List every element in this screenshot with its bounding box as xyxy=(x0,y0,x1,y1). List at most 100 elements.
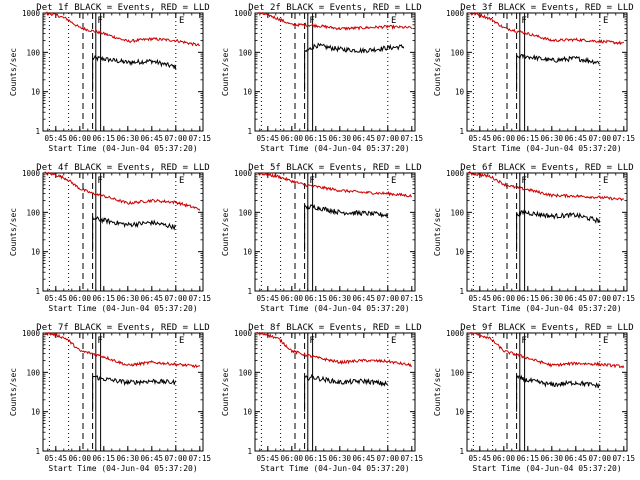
y-axis-label: Counts/sec xyxy=(433,368,442,416)
x-tick-label: 06:45 xyxy=(565,134,588,143)
x-tick-label: 06:45 xyxy=(353,294,376,303)
interval-marker-label: E xyxy=(179,336,184,346)
x-tick-label: 06:00 xyxy=(69,454,92,463)
events-series-line xyxy=(516,53,600,92)
lld-series-line xyxy=(44,332,201,369)
y-tick-label: 1000 xyxy=(22,169,41,178)
y-axis-label: Counts/sec xyxy=(221,48,230,96)
lld-series-line xyxy=(256,331,413,368)
y-tick-label: 1 xyxy=(459,287,464,296)
x-tick-label: 05:45 xyxy=(469,294,492,303)
y-tick-label: 1000 xyxy=(234,9,253,18)
interval-marker-label: E xyxy=(603,16,608,26)
x-tick-label: 06:15 xyxy=(517,454,540,463)
y-tick-label: 1000 xyxy=(22,9,41,18)
interval-marker-label: F xyxy=(521,176,526,186)
plot-frame xyxy=(42,332,204,452)
y-axis-label: Counts/sec xyxy=(221,208,230,256)
panel-title: Det 7f BLACK = Events, RED = LLD xyxy=(36,323,209,333)
x-tick-label: 05:45 xyxy=(257,134,280,143)
x-axis-label: Start Time (04-Jun-04 05:37:20) xyxy=(260,144,409,153)
x-tick-label: 07:15 xyxy=(613,454,636,463)
interval-marker-label: E xyxy=(391,176,396,186)
detector-panel-2: Det 2f BLACK = Events, RED = LLD 1 10 100 10… xyxy=(221,3,423,153)
y-tick-label: 1000 xyxy=(446,9,465,18)
y-tick-label: 10 xyxy=(31,88,41,97)
x-tick-label: 06:00 xyxy=(493,454,516,463)
interval-marker-label: F xyxy=(309,176,314,186)
x-tick-label: 06:30 xyxy=(117,294,140,303)
y-tick-label: 10 xyxy=(455,88,465,97)
x-tick-label: 07:00 xyxy=(377,454,400,463)
x-tick-label: 06:30 xyxy=(329,294,352,303)
y-tick-label: 1000 xyxy=(234,169,253,178)
x-tick-label: 06:00 xyxy=(281,294,304,303)
detector-panel-7: Det 7f BLACK = Events, RED = LLD 1 10 100 10… xyxy=(9,323,211,473)
plot-frame xyxy=(466,12,628,132)
x-axis-label: Start Time (04-Jun-04 05:37:20) xyxy=(48,464,197,473)
y-tick-label: 10 xyxy=(455,408,465,417)
x-tick-label: 06:45 xyxy=(353,134,376,143)
y-tick-label: 1 xyxy=(35,287,40,296)
x-tick-label: 07:15 xyxy=(189,294,212,303)
x-tick-label: 06:15 xyxy=(517,294,540,303)
x-tick-label: 06:15 xyxy=(305,134,328,143)
x-tick-label: 06:45 xyxy=(141,134,164,143)
detector-panel-6: Det 6f BLACK = Events, RED = LLD 1 10 100 10… xyxy=(433,163,635,313)
y-axis-label: Counts/sec xyxy=(9,208,18,256)
y-tick-label: 10 xyxy=(455,248,465,257)
lld-series-line xyxy=(468,171,625,202)
x-tick-label: 06:30 xyxy=(329,134,352,143)
y-tick-label: 1000 xyxy=(22,329,41,338)
x-tick-label: 06:45 xyxy=(565,454,588,463)
x-tick-label: 06:15 xyxy=(93,134,116,143)
plot-frame xyxy=(254,332,416,452)
interval-marker-label: E xyxy=(603,176,608,186)
panel-title: Det 5f BLACK = Events, RED = LLD xyxy=(248,163,421,173)
plot-frame xyxy=(42,12,204,132)
x-tick-label: 06:00 xyxy=(493,294,516,303)
x-tick-label: 06:30 xyxy=(117,454,140,463)
detector-panel-5: Det 5f BLACK = Events, RED = LLD 1 10 100 10… xyxy=(221,163,423,313)
x-tick-label: 06:00 xyxy=(281,454,304,463)
interval-marker-label: F xyxy=(309,16,314,26)
x-tick-label: 06:45 xyxy=(141,454,164,463)
x-tick-label: 07:00 xyxy=(377,294,400,303)
detector-panel-9: Det 9f BLACK = Events, RED = LLD 1 10 100 10… xyxy=(433,323,635,473)
x-tick-label: 05:45 xyxy=(257,454,280,463)
x-tick-label: 07:15 xyxy=(189,134,212,143)
events-series-line xyxy=(516,209,601,252)
interval-marker-label: F xyxy=(521,336,526,346)
events-series-line xyxy=(516,374,601,412)
plot-frame xyxy=(466,172,628,292)
lld-series-line xyxy=(256,11,413,31)
events-series-line xyxy=(92,375,177,412)
y-tick-label: 100 xyxy=(238,208,252,217)
lld-series-line xyxy=(44,11,200,47)
lld-series-line xyxy=(256,172,413,198)
plot-frame xyxy=(254,12,416,132)
x-tick-label: 06:30 xyxy=(117,134,140,143)
x-tick-label: 06:00 xyxy=(69,134,92,143)
lld-series-line xyxy=(468,331,625,369)
y-tick-label: 1000 xyxy=(446,169,465,178)
interval-marker-label: E xyxy=(391,336,396,346)
events-series-line xyxy=(304,42,405,92)
detector-panel-3: Det 3f BLACK = Events, RED = LLD 1 10 100 10… xyxy=(433,3,635,153)
y-axis-label: Counts/sec xyxy=(9,368,18,416)
plot-frame xyxy=(254,172,416,292)
y-tick-label: 10 xyxy=(243,248,253,257)
panel-title: Det 9f BLACK = Events, RED = LLD xyxy=(460,323,633,333)
y-tick-label: 1000 xyxy=(446,329,465,338)
x-tick-label: 06:00 xyxy=(493,134,516,143)
y-tick-label: 100 xyxy=(26,368,40,377)
interval-marker-label: F xyxy=(521,16,526,26)
x-tick-label: 07:00 xyxy=(589,454,612,463)
lld-series-line xyxy=(468,11,625,46)
plot-frame xyxy=(42,172,204,292)
detector-panel-8: Det 8f BLACK = Events, RED = LLD 1 10 100 10… xyxy=(221,323,423,473)
y-tick-label: 1 xyxy=(35,447,40,456)
y-tick-label: 1 xyxy=(35,127,40,136)
